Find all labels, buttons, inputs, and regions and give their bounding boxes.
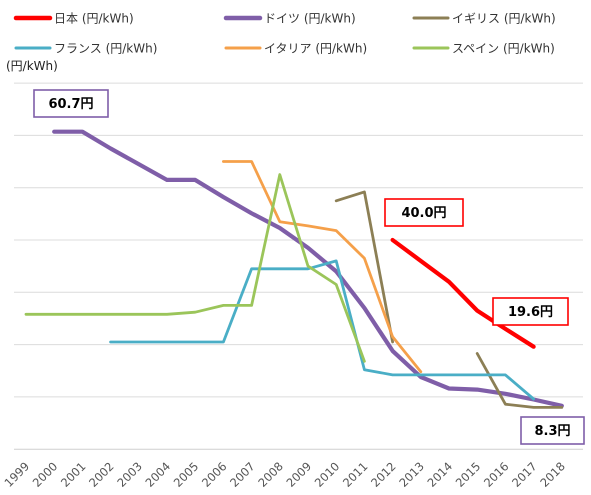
legend-label: イタリア (円/kWh) — [264, 42, 367, 56]
callout-box — [492, 297, 569, 326]
x-tick-label: 2003 — [114, 459, 145, 490]
series-line — [334, 190, 564, 409]
series-line — [24, 173, 366, 363]
legend-label: スペイン (円/kWh) — [452, 42, 555, 56]
series-segment — [221, 160, 423, 374]
x-tick-label: 2002 — [86, 459, 117, 490]
legend-item: 日本 (円/kWh) — [13, 12, 134, 26]
value-callouts: 60.7円 40.0円 19.6円 8.3円 — [33, 89, 585, 445]
value-callout: 60.7円 — [33, 89, 109, 118]
legend-item: イギリス (円/kWh) — [412, 12, 556, 26]
x-tick-label: 2015 — [453, 459, 484, 490]
x-tick-label: 2001 — [58, 459, 89, 490]
x-tick-label: 2006 — [199, 459, 230, 490]
x-tick-label: 2013 — [396, 459, 427, 490]
series-line — [109, 259, 535, 401]
x-tick-label: 2017 — [509, 459, 540, 490]
x-tick-label: 2008 — [255, 459, 286, 490]
x-tick-label: 2012 — [368, 459, 399, 490]
series-segment — [475, 352, 564, 409]
series-line — [221, 160, 423, 374]
legend-label: ドイツ (円/kWh) — [264, 12, 356, 26]
value-callout: 19.6円 — [492, 297, 569, 326]
callout-label: 60.7円 — [48, 97, 93, 112]
series-segment — [52, 129, 564, 408]
legend: 日本 (円/kWh) ドイツ (円/kWh) イギリス (円/kWh) フランス (円… — [13, 12, 556, 56]
callout-label: 40.0円 — [401, 206, 446, 221]
legend-label: フランス (円/kWh) — [54, 42, 157, 56]
legend-label: 日本 (円/kWh) — [54, 12, 134, 26]
x-tick-label: 2004 — [143, 459, 174, 490]
series-segment — [24, 173, 366, 363]
x-tick-label: 2010 — [312, 459, 343, 490]
value-callout: 40.0円 — [384, 198, 464, 227]
legend-label: イギリス (円/kWh) — [452, 12, 556, 26]
legend-item: ドイツ (円/kWh) — [223, 12, 356, 26]
legend-item: イタリア (円/kWh) — [224, 42, 367, 56]
series-segment — [334, 190, 395, 344]
x-tick-label: 2009 — [284, 459, 315, 490]
x-tick-label: 2014 — [425, 459, 456, 490]
x-tick-label: 2005 — [171, 459, 202, 490]
x-tick-label: 2016 — [481, 459, 512, 490]
series-segment — [390, 237, 536, 349]
x-tick-label: 2011 — [340, 459, 371, 490]
series-lines — [24, 129, 564, 409]
callout-box — [520, 416, 585, 445]
series-line — [52, 129, 564, 408]
callout-box — [384, 198, 464, 227]
x-axis-tick-labels: 1999200020012002200320042005200620072008… — [2, 459, 568, 490]
x-tick-label: 1999 — [2, 459, 33, 490]
y-axis-unit-label: (円/kWh) — [6, 59, 58, 73]
series-segment — [109, 259, 535, 401]
x-tick-label: 2018 — [537, 459, 568, 490]
callout-box — [33, 89, 109, 118]
value-callout: 8.3円 — [520, 416, 585, 445]
callout-label: 19.6円 — [508, 305, 553, 320]
x-tick-label: 2007 — [227, 459, 258, 490]
legend-item: フランス (円/kWh) — [14, 42, 157, 56]
series-line — [390, 237, 536, 349]
x-tick-label: 2000 — [30, 459, 61, 490]
callout-label: 8.3円 — [534, 424, 570, 439]
legend-item: スペイン (円/kWh) — [412, 42, 555, 56]
